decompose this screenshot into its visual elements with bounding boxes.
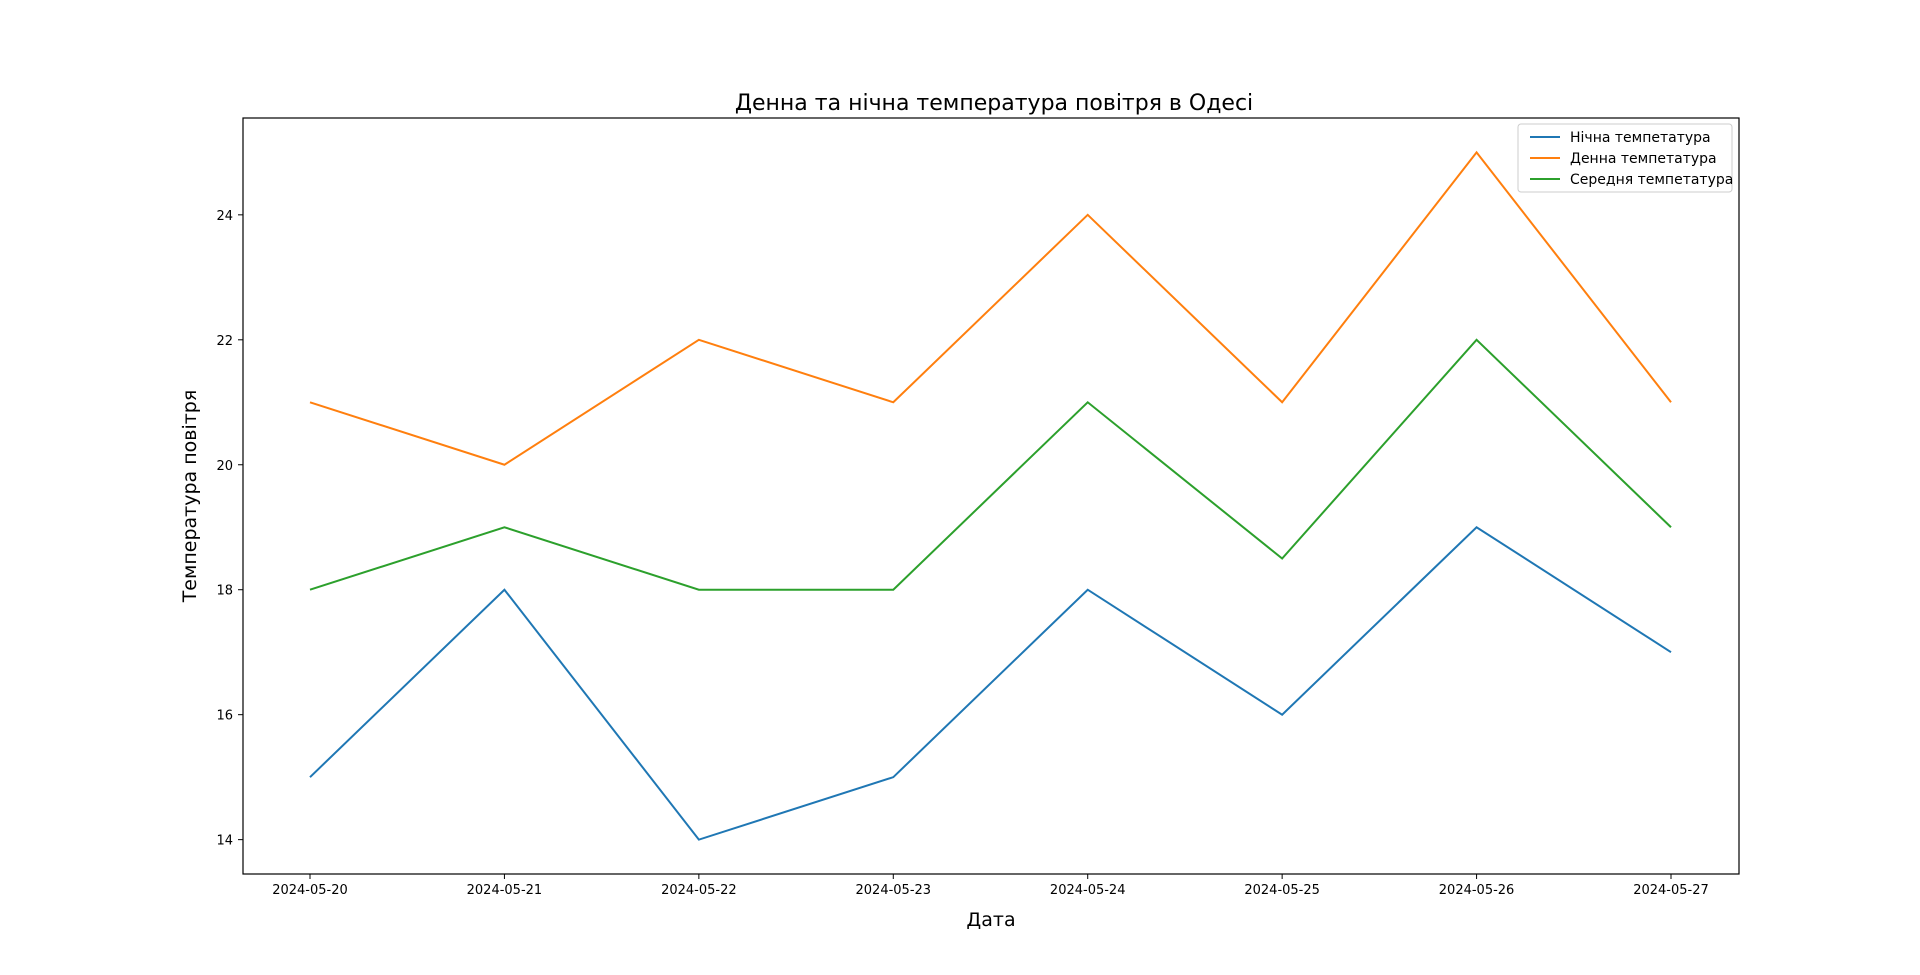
legend-label-1: Денна темпетатура	[1570, 151, 1717, 167]
y-axis-title: Температура повітря	[179, 390, 201, 604]
x-tick-label: 2024-05-21	[467, 883, 543, 898]
y-axis: 14 16 18 20 22 24	[216, 209, 243, 849]
legend-label-2: Середня темпетатура	[1570, 172, 1733, 188]
legend-box	[1517, 123, 1733, 193]
series-layer	[309, 150, 1672, 841]
series-line-2	[309, 338, 1672, 591]
y-tick-label: 24	[216, 209, 233, 224]
x-tick-label: 2024-05-24	[1050, 883, 1126, 898]
y-tick-label: 18	[216, 584, 233, 599]
y-tick-label: 20	[216, 459, 233, 474]
legend: Нічна темпетатура Денна темпетатура Середн…	[1517, 123, 1733, 193]
y-tick-label: 22	[216, 334, 233, 349]
legend-label-0: Нічна темпетатура	[1570, 130, 1711, 146]
y-tick-label: 16	[216, 709, 233, 724]
y-tick-label: 14	[216, 834, 233, 849]
x-axis: 2024-05-20 2024-05-21 2024-05-22 2024-05-23…	[272, 874, 1709, 898]
plot-area	[242, 117, 1740, 875]
series-line-1	[309, 150, 1672, 466]
x-axis-title: Дата	[966, 909, 1015, 931]
x-tick-label: 2024-05-26	[1439, 883, 1515, 898]
x-tick-label: 2024-05-27	[1633, 883, 1709, 898]
chart-title: Денна та нічна температура повітря в Оде…	[735, 91, 1253, 116]
x-tick-label: 2024-05-25	[1244, 883, 1320, 898]
x-tick-label: 2024-05-23	[856, 883, 932, 898]
series-line-0	[309, 525, 1672, 841]
x-tick-label: 2024-05-22	[661, 883, 737, 898]
x-tick-label: 2024-05-20	[272, 883, 348, 898]
